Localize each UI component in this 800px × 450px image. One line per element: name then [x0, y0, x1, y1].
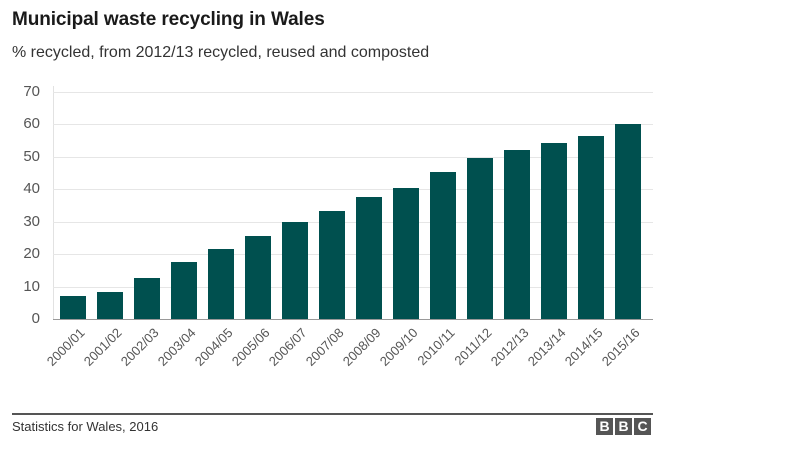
plot-area [53, 92, 653, 320]
chart-subtitle: % recycled, from 2012/13 recycled, reuse… [12, 44, 430, 61]
chart-title: Municipal waste recycling in Wales [12, 9, 325, 30]
bar-2008-09 [356, 197, 382, 319]
bbc-logo-letter: B [615, 418, 632, 435]
bar-2009-10 [393, 187, 419, 319]
bbc-logo-letter: B [596, 418, 613, 435]
footer-divider [12, 413, 653, 415]
bar-2007-08 [319, 211, 345, 319]
gridline [53, 254, 653, 256]
gridline [53, 286, 653, 288]
gridline [53, 124, 653, 126]
y-tick-label: 40 [23, 180, 40, 198]
bar-2014-15 [578, 136, 604, 319]
gridline [53, 221, 653, 223]
y-tick-label: 0 [31, 310, 40, 327]
y-tick-label: 10 [23, 277, 40, 295]
bbc-logo: B B C [596, 418, 651, 435]
bar-2015-16 [615, 123, 641, 319]
gridline [53, 189, 653, 191]
bar-2004-05 [208, 249, 234, 319]
bar-2012-13 [504, 149, 530, 319]
bar-2005-06 [245, 236, 271, 319]
gridline [53, 92, 653, 93]
y-tick-label: 50 [23, 147, 40, 165]
source-note: Statistics for Wales, 2016 [12, 419, 159, 434]
gridline [53, 156, 653, 158]
y-tick-label: 60 [23, 115, 40, 133]
bar-2013-14 [541, 142, 567, 319]
x-axis-baseline [53, 319, 653, 320]
bar-2002-03 [134, 278, 160, 319]
bar-2011-12 [467, 157, 493, 319]
y-axis-line [53, 86, 54, 319]
bar-2000-01 [60, 296, 86, 319]
y-tick-label: 70 [23, 83, 40, 100]
bar-2006-07 [282, 221, 308, 319]
bar-2003-04 [171, 262, 197, 319]
bbc-logo-letter: C [634, 418, 651, 435]
bar-2001-02 [97, 292, 123, 319]
y-tick-label: 30 [23, 212, 40, 230]
y-tick-label: 20 [23, 245, 40, 263]
bar-2010-11 [430, 172, 456, 319]
